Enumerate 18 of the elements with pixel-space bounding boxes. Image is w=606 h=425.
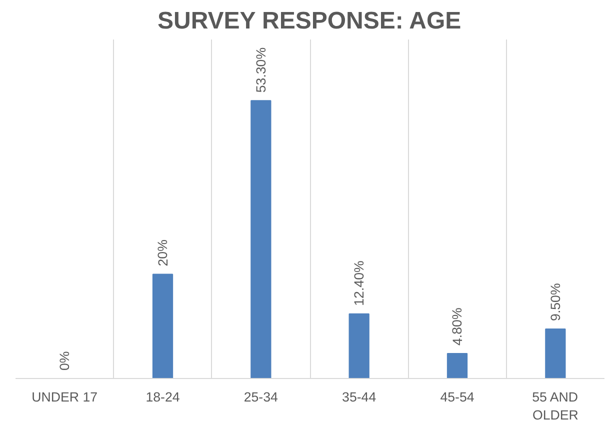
bar bbox=[250, 100, 272, 378]
x-tick-label: 55 AND OLDER bbox=[532, 390, 578, 422]
bar bbox=[152, 274, 174, 378]
x-tick-label: 25-34 bbox=[244, 390, 279, 404]
x-tick-label: UNDER 17 bbox=[32, 390, 98, 404]
data-label: 12.40% bbox=[352, 260, 367, 306]
bar bbox=[545, 328, 566, 378]
bar bbox=[348, 313, 370, 378]
data-label: 53.30% bbox=[253, 47, 268, 93]
x-tick-label: 45-54 bbox=[440, 390, 475, 404]
data-label: 0% bbox=[57, 351, 72, 370]
chart-title: SURVEY RESPONSE: AGE bbox=[158, 8, 462, 34]
data-label: 4.80% bbox=[450, 308, 465, 346]
bar bbox=[446, 352, 468, 378]
data-label: 20% bbox=[155, 239, 170, 266]
x-tick-label: 18-24 bbox=[146, 390, 180, 404]
x-tick-label: 35-44 bbox=[342, 390, 377, 404]
data-label: 9.50% bbox=[548, 283, 563, 321]
